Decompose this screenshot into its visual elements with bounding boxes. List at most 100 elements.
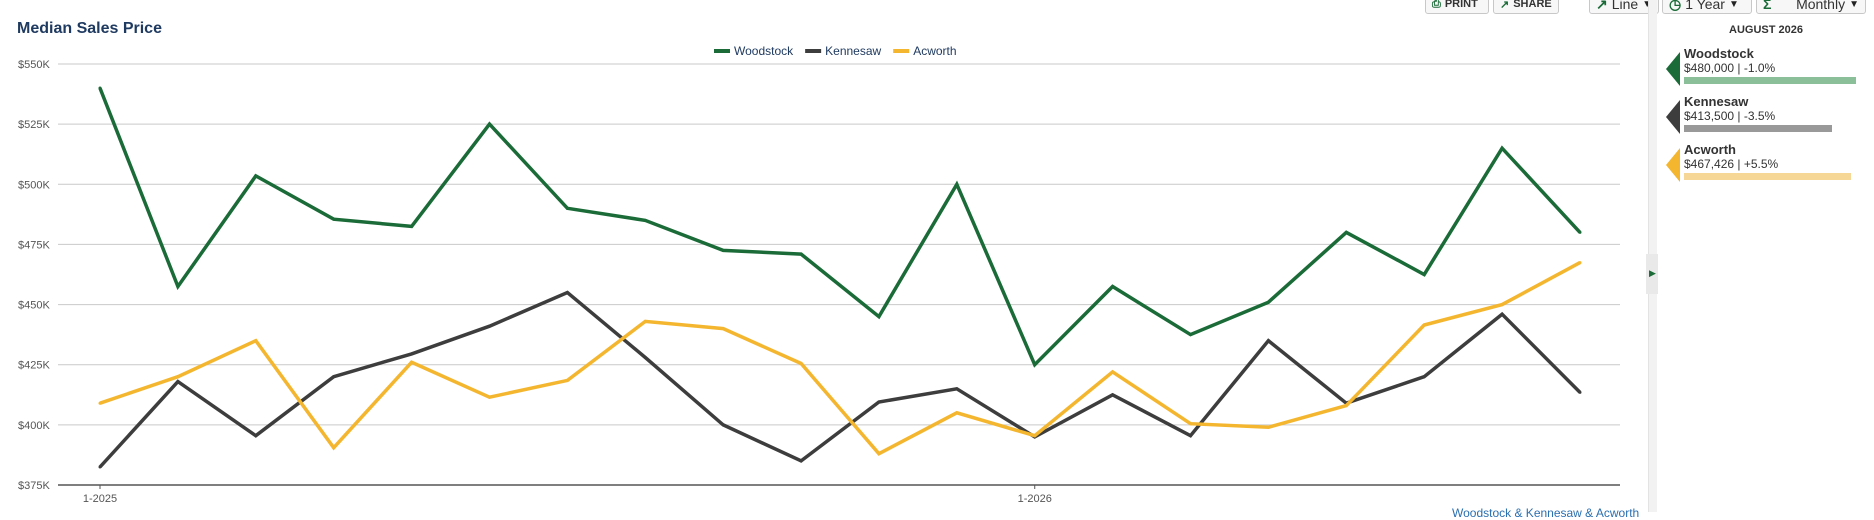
series-line-acworth [99,261,1581,456]
range-value: 1 Year [1685,0,1725,12]
data-point-acworth [1033,434,1037,438]
data-point-acworth [955,411,959,415]
entry-name: Kennesaw [1684,94,1749,109]
series-marker [1666,100,1680,134]
data-point-woodstock [955,182,959,186]
chart-type-value: Line [1611,0,1639,12]
data-point-kennesaw [176,380,180,384]
series-marker [1666,52,1680,86]
data-point-kennesaw [1578,390,1582,394]
data-point-woodstock [1189,333,1193,337]
data-point-acworth [721,327,725,331]
data-point-kennesaw [721,423,725,427]
data-point-acworth [332,446,336,450]
data-point-acworth [487,395,491,399]
data-point-acworth [877,452,881,456]
y-tick-label: $525K [18,119,50,131]
chevron-down-icon: ▼ [1849,0,1859,10]
data-point-woodstock [487,122,491,126]
data-point-acworth [1266,425,1270,429]
clock-icon: ◷ [1669,0,1682,12]
data-point-kennesaw [877,400,881,404]
data-point-kennesaw [254,434,258,438]
printer-icon: ⎙ [1432,0,1441,10]
entry-name: Woodstock [1684,46,1754,61]
data-point-acworth [410,360,414,364]
chart-title: Median Sales Price [17,20,162,37]
data-point-woodstock [1500,146,1504,150]
summary-entry-woodstock[interactable]: Woodstock $480,000 | -1.0% [1666,46,1866,94]
legend-label-acworth: Acworth [913,44,956,58]
data-point-kennesaw [565,291,569,295]
series-marker [1666,148,1680,182]
entry-value: $467,426 | +5.5% [1684,157,1779,171]
chevron-down-icon: ▼ [1642,0,1652,10]
data-point-acworth [565,378,569,382]
markets-link[interactable]: Woodstock & Kennesaw & Acworth [1452,506,1640,520]
data-point-woodstock [254,174,258,178]
data-point-acworth [1111,370,1115,374]
entry-bar [1684,125,1832,132]
data-point-woodstock [98,86,102,90]
panel-title: AUGUST 2026 [1729,24,1803,36]
summary-entry-acworth[interactable]: Acworth $467,426 | +5.5% [1666,142,1866,190]
data-point-woodstock [799,252,803,256]
data-point-woodstock [1033,363,1037,367]
x-tick-label: 1-2025 [83,493,117,505]
data-point-acworth [1422,323,1426,327]
entry-name: Acworth [1684,142,1736,157]
data-point-acworth [643,319,647,323]
data-point-kennesaw [1189,434,1193,438]
data-point-acworth [254,339,258,343]
data-point-woodstock [1111,285,1115,289]
series-line-woodstock [98,87,1582,368]
collapse-panel-button[interactable]: ▶ [1646,254,1658,294]
data-point-kennesaw [98,465,102,469]
y-tick-label: $450K [18,300,50,312]
data-point-woodstock [877,315,881,319]
data-point-kennesaw [955,387,959,391]
data-point-kennesaw [487,324,491,328]
x-tick-label: 1-2026 [1018,493,1052,505]
y-tick-label: $375K [18,480,50,492]
y-tick-label: $400K [18,420,50,432]
data-point-woodstock [1578,230,1582,234]
y-tick-label: $425K [18,360,50,372]
data-point-woodstock [1266,300,1270,304]
legend-label-woodstock: Woodstock [734,44,794,58]
data-point-acworth [1578,261,1582,265]
data-point-woodstock [410,224,414,228]
data-point-acworth [98,401,102,405]
sigma-icon: Σ [1763,0,1772,12]
y-tick-label: $500K [18,179,50,191]
y-tick-label: $475K [18,239,50,251]
share-icon: ↗ [1500,0,1510,11]
data-point-kennesaw [1111,393,1115,397]
data-point-acworth [176,375,180,379]
print-button[interactable]: ⎙ PRINT [1425,0,1489,14]
chevron-down-icon: ▼ [1728,0,1739,10]
summary-panel: AUGUST 2026 Woodstock $480,000 | -1.0% K… [1666,24,1866,190]
data-point-kennesaw [332,375,336,379]
entry-value: $413,500 | -3.5% [1684,109,1776,123]
summary-entry-kennesaw[interactable]: Kennesaw $413,500 | -3.5% [1666,94,1866,142]
line-chart: $375K $400K $425K $450K $475K $500K $525K $550K… [18,44,1620,505]
data-point-kennesaw [1266,339,1270,343]
data-point-acworth [799,362,803,366]
data-point-kennesaw [1500,312,1504,316]
data-point-woodstock [176,285,180,289]
data-point-woodstock [643,218,647,222]
data-point-kennesaw [410,352,414,356]
toolbar: ⎙ PRINT ↗ SHARE ↗ Line ▼ ◷ 1 Year ▼ Σ Mo… [0,0,1874,16]
data-point-woodstock [1344,230,1348,234]
share-button[interactable]: ↗ SHARE [1493,0,1559,14]
series-line-kennesaw [98,290,1582,469]
chart-type-select[interactable]: ↗ Line ▼ [1589,0,1659,14]
line-chart-icon: ↗ [1596,0,1608,12]
data-point-kennesaw [643,355,647,359]
interval-select[interactable]: Σ Monthly ▼ [1756,0,1866,14]
data-point-woodstock [721,248,725,252]
range-select[interactable]: ◷ 1 Year ▼ [1662,0,1752,14]
data-point-acworth [1189,422,1193,426]
data-point-acworth [1500,303,1504,307]
